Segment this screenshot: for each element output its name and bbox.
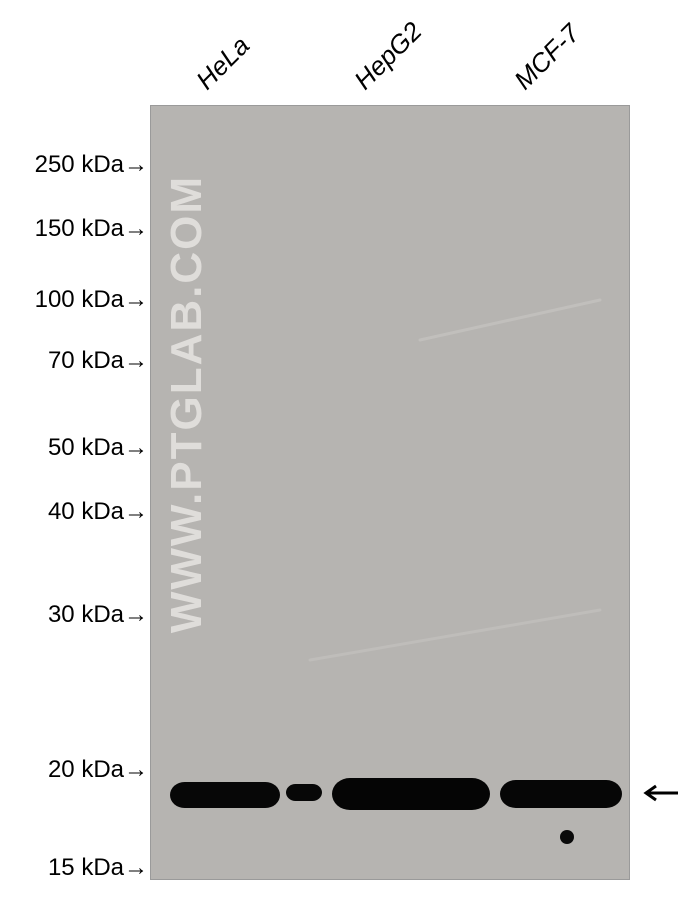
molecular-weight-marker: 40 kDa→: [0, 498, 148, 526]
lane-label: HepG2: [348, 16, 428, 96]
molecular-weight-marker: 20 kDa→: [0, 756, 148, 784]
protein-band: [170, 782, 280, 808]
molecular-weight-marker: 50 kDa→: [0, 434, 148, 462]
protein-band: [500, 780, 622, 808]
protein-band: [286, 784, 322, 801]
molecular-weight-marker: 100 kDa→: [0, 286, 148, 314]
lane-label: MCF-7: [508, 18, 586, 96]
molecular-weight-marker: 250 kDa→: [0, 151, 148, 179]
molecular-weight-marker: 15 kDa→: [0, 854, 148, 882]
protein-band: [332, 778, 490, 810]
molecular-weight-marker: 30 kDa→: [0, 601, 148, 629]
western-blot-figure: WWW.PTGLAB.COM HeLaHepG2MCF-7 250 kDa→15…: [0, 0, 680, 903]
artifact-spot: [560, 830, 574, 844]
molecular-weight-marker: 70 kDa→: [0, 347, 148, 375]
blot-membrane: [150, 105, 630, 880]
band-indicator-arrow: [640, 783, 680, 803]
molecular-weight-marker: 150 kDa→: [0, 215, 148, 243]
lane-label: HeLa: [190, 30, 256, 96]
